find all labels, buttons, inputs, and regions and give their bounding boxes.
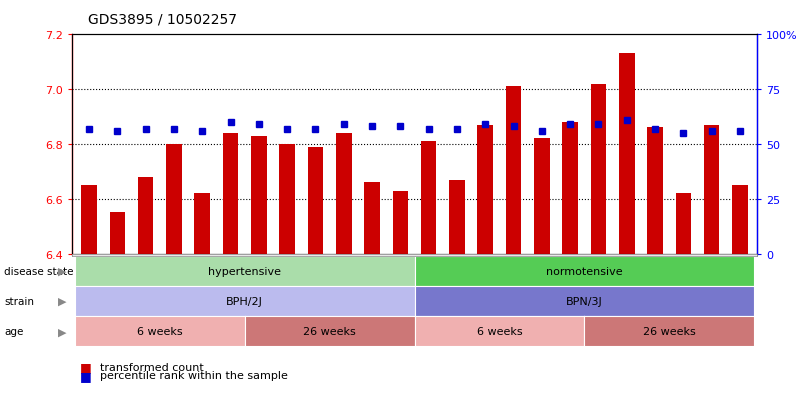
Text: strain: strain (4, 296, 34, 306)
Text: ■: ■ (80, 361, 92, 374)
Bar (308, 147, 324, 254)
Text: ▶: ▶ (58, 296, 66, 306)
Bar (110, 213, 125, 254)
Bar (675, 194, 691, 254)
Bar (421, 142, 437, 254)
Bar (223, 134, 239, 254)
Text: age: age (4, 326, 23, 337)
Bar (477, 126, 493, 254)
Bar (590, 84, 606, 254)
Text: normotensive: normotensive (546, 266, 622, 276)
Bar (704, 126, 719, 254)
Text: percentile rank within the sample: percentile rank within the sample (100, 370, 288, 380)
Text: 26 weeks: 26 weeks (643, 326, 695, 337)
Bar (647, 128, 663, 254)
Text: 26 weeks: 26 weeks (304, 326, 356, 337)
Bar (505, 87, 521, 254)
Bar (195, 194, 210, 254)
Bar (251, 136, 267, 254)
Text: 6 weeks: 6 weeks (137, 326, 183, 337)
Text: transformed count: transformed count (100, 362, 204, 372)
Bar (166, 145, 182, 254)
Text: ▶: ▶ (58, 326, 66, 337)
Bar (364, 183, 380, 254)
Text: BPH/2J: BPH/2J (226, 296, 264, 306)
Bar (732, 185, 748, 254)
Bar (619, 54, 634, 254)
Text: disease state: disease state (4, 266, 74, 276)
Bar (392, 191, 409, 254)
Text: 6 weeks: 6 weeks (477, 326, 522, 337)
Text: ■: ■ (80, 369, 92, 382)
Bar (81, 185, 97, 254)
Bar (562, 123, 578, 254)
Bar (449, 180, 465, 254)
Bar (138, 178, 154, 254)
Text: GDS3895 / 10502257: GDS3895 / 10502257 (88, 12, 237, 26)
Text: ▶: ▶ (58, 266, 66, 276)
Bar (280, 145, 295, 254)
Bar (534, 139, 549, 254)
Text: BPN/3J: BPN/3J (566, 296, 602, 306)
Text: hypertensive: hypertensive (208, 266, 281, 276)
Bar (336, 134, 352, 254)
